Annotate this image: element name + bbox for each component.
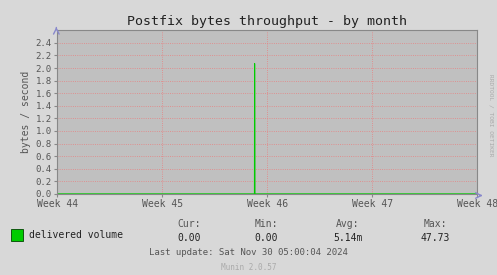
Text: 5.14m: 5.14m [333,233,363,243]
Text: Min:: Min: [254,219,278,229]
Text: Munin 2.0.57: Munin 2.0.57 [221,263,276,272]
Text: delivered volume: delivered volume [29,230,123,240]
Text: 47.73: 47.73 [420,233,450,243]
Text: RRDTOOL / TOBI OETIKER: RRDTOOL / TOBI OETIKER [488,74,493,157]
Text: Last update: Sat Nov 30 05:00:04 2024: Last update: Sat Nov 30 05:00:04 2024 [149,248,348,257]
Title: Postfix bytes throughput - by month: Postfix bytes throughput - by month [127,15,407,28]
Text: 0.00: 0.00 [254,233,278,243]
Text: Cur:: Cur: [177,219,201,229]
Y-axis label: bytes / second: bytes / second [21,71,31,153]
Text: 0.00: 0.00 [177,233,201,243]
Text: Avg:: Avg: [336,219,360,229]
Text: Max:: Max: [423,219,447,229]
